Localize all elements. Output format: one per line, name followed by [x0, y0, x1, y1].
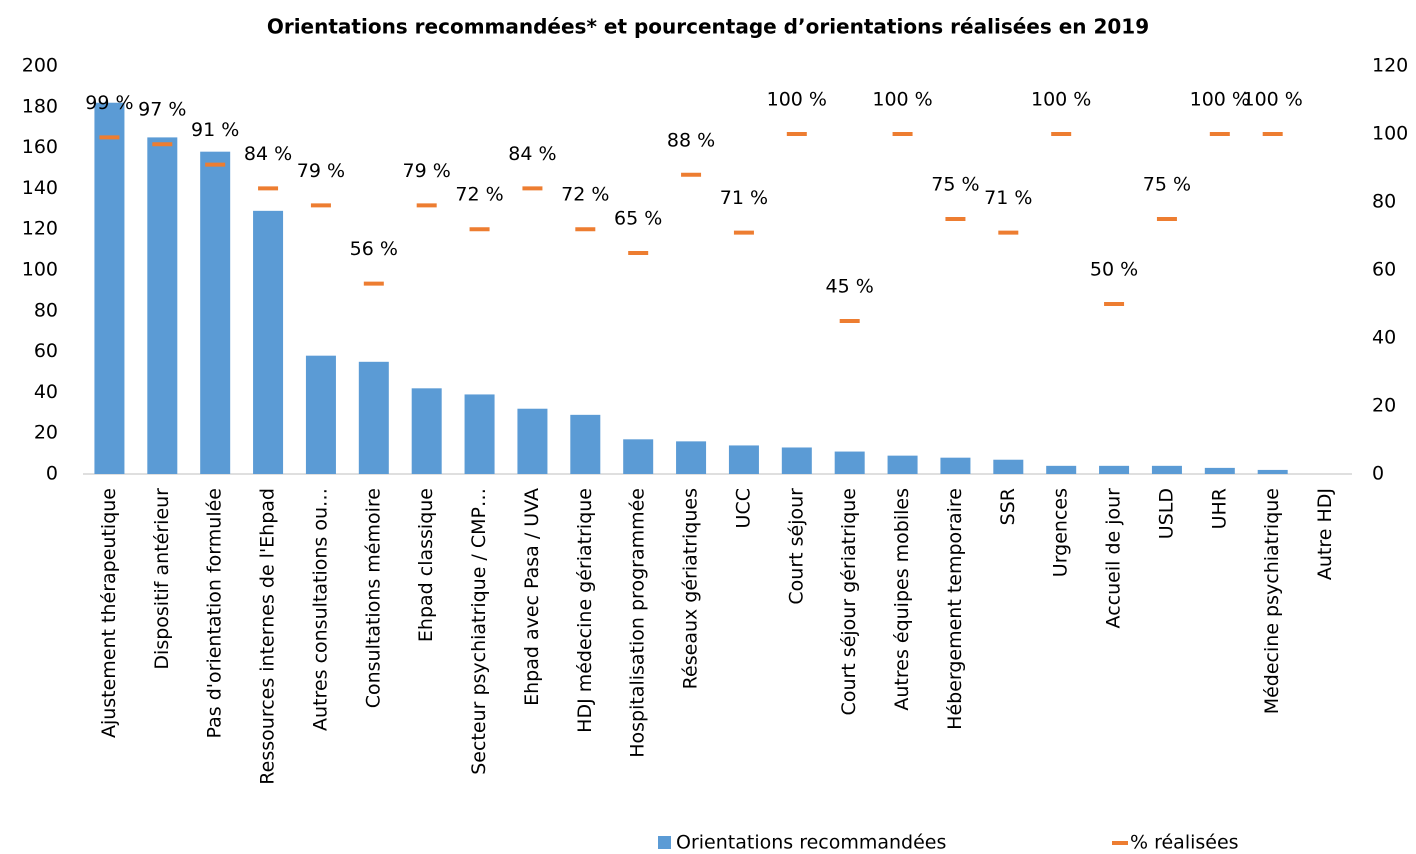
data-label: 56 %	[350, 238, 398, 260]
y-tick-label: 100	[22, 259, 58, 281]
x-tick-label: Médecine psychiatrique	[1261, 488, 1283, 714]
data-label: 71 %	[984, 187, 1032, 209]
bar	[570, 414, 601, 474]
bar	[676, 441, 707, 474]
chart-title: Orientations recommandées* et pourcentag…	[267, 15, 1149, 39]
x-tick-label: Autre HDJ	[1314, 488, 1336, 580]
y-tick-label: 180	[22, 95, 58, 117]
data-label: 71 %	[720, 187, 768, 209]
y-tick-label: 140	[22, 177, 58, 199]
data-label: 100 %	[1243, 89, 1303, 111]
data-label: 100 %	[1031, 89, 1091, 111]
bar	[887, 455, 918, 474]
legend-swatch	[658, 836, 671, 849]
bar	[1099, 465, 1130, 474]
bar	[834, 451, 865, 474]
y2-tick-label: 80	[1372, 191, 1396, 213]
x-tick-label: Réseaux gériatriques	[680, 488, 702, 689]
data-label: 75 %	[1143, 174, 1191, 196]
bar	[200, 151, 231, 474]
bar	[253, 210, 284, 474]
data-label: 100 %	[767, 89, 827, 111]
y2-tick-label: 120	[1372, 55, 1408, 77]
x-tick-label: Accueil de jour	[1103, 488, 1125, 629]
legend-label: Orientations recommandées	[676, 832, 946, 854]
x-tick-label: Ajustement thérapeutique	[98, 488, 120, 738]
x-tick-label: Pas d'orientation formulée	[204, 488, 226, 738]
data-label: 79 %	[297, 160, 345, 182]
y-tick-label: 120	[22, 218, 58, 240]
legend-label: % réalisées	[1130, 832, 1239, 854]
bar	[358, 361, 389, 474]
bar	[147, 137, 178, 474]
data-label: 79 %	[403, 160, 451, 182]
x-tick-label: Autres équipes mobiles	[891, 488, 913, 711]
data-label: 97 %	[138, 99, 186, 121]
x-tick-label: Consultations mémoire	[362, 488, 384, 708]
y2-tick-label: 100	[1372, 123, 1408, 145]
bar	[728, 445, 759, 474]
x-tick-label: Secteur psychiatrique / CMP…	[468, 488, 490, 775]
y2-tick-label: 0	[1372, 463, 1384, 485]
y-tick-label: 80	[34, 299, 58, 321]
x-tick-label: UCC	[732, 488, 754, 528]
data-label: 65 %	[614, 208, 662, 230]
bar	[623, 439, 654, 474]
y-tick-label: 60	[34, 340, 58, 362]
y-tick-label: 20	[34, 422, 58, 444]
data-label: 45 %	[826, 276, 874, 298]
bar	[411, 388, 442, 474]
bar	[464, 394, 495, 474]
y2-tick-label: 40	[1372, 327, 1396, 349]
data-label: 72 %	[561, 184, 609, 206]
y-tick-label: 0	[46, 463, 58, 485]
x-tick-label: Autres consultations ou…	[309, 488, 331, 731]
bar	[781, 447, 812, 474]
y-tick-label: 160	[22, 136, 58, 158]
x-tick-label: Ressources internes de l'Ehpad	[257, 488, 279, 785]
data-label: 99 %	[85, 92, 133, 114]
bar	[517, 408, 548, 474]
bar	[94, 102, 125, 474]
x-tick-label: Court séjour	[785, 488, 807, 605]
data-label: 88 %	[667, 129, 715, 151]
bar	[1151, 465, 1182, 474]
bar	[1257, 469, 1288, 474]
bar	[993, 459, 1024, 474]
data-label: 75 %	[931, 174, 979, 196]
data-label: 84 %	[508, 143, 556, 165]
x-tick-label: UHR	[1208, 488, 1230, 529]
bar	[940, 457, 971, 474]
x-tick-label: USLD	[1155, 488, 1177, 539]
x-tick-label: Hébergement temporaire	[944, 488, 966, 730]
x-tick-label: Urgences	[1050, 488, 1072, 577]
data-label: 100 %	[1190, 89, 1250, 111]
x-tick-label: Court séjour gériatrique	[838, 488, 860, 715]
x-tick-label: Ehpad classique	[415, 488, 437, 642]
bar	[305, 355, 336, 474]
data-label: 91 %	[191, 119, 239, 141]
bar	[1204, 467, 1235, 474]
data-label: 84 %	[244, 143, 292, 165]
data-label: 100 %	[872, 89, 932, 111]
y2-tick-label: 20	[1372, 395, 1396, 417]
y-tick-label: 200	[22, 55, 58, 77]
y-tick-label: 40	[34, 381, 58, 403]
bar	[1046, 465, 1077, 474]
x-tick-label: Hospitalisation programmée	[627, 488, 649, 758]
data-label: 72 %	[455, 184, 503, 206]
x-tick-label: HDJ médecine gériatrique	[574, 488, 596, 733]
data-label: 50 %	[1090, 259, 1138, 281]
y2-tick-label: 60	[1372, 259, 1396, 281]
x-tick-label: Ehpad avec Pasa / UVA	[521, 488, 543, 706]
x-tick-label: Dispositif antérieur	[151, 488, 173, 670]
x-tick-label: SSR	[997, 488, 1019, 525]
